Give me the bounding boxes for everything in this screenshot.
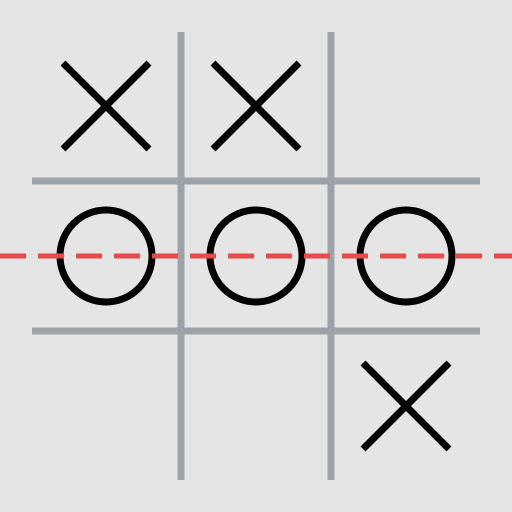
cell-r3-c2[interactable]: [181, 331, 331, 481]
x-mark-icon: [360, 360, 452, 452]
cell-r3-c1[interactable]: [31, 331, 181, 481]
x-mark-icon: [210, 60, 302, 152]
board-grid: [32, 32, 480, 480]
cell-r1-c3[interactable]: [331, 31, 481, 181]
x-mark-icon: [60, 60, 152, 152]
